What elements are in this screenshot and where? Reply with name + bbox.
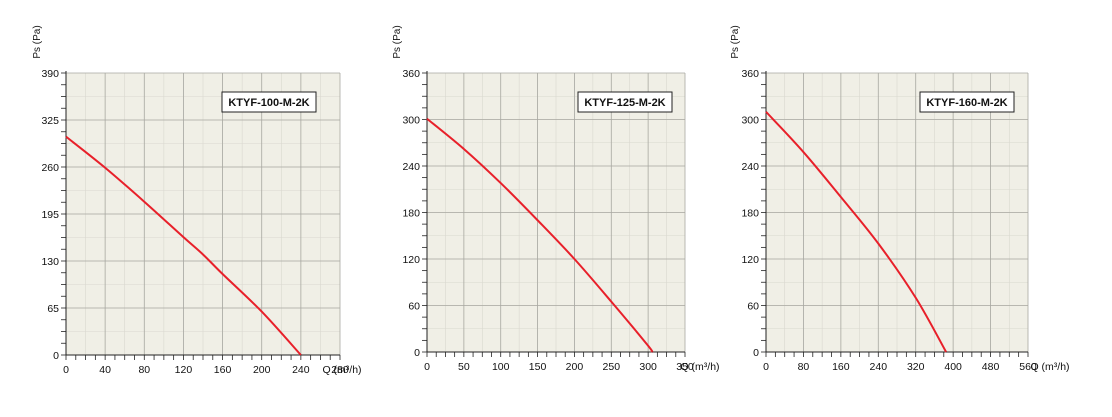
- x-tick-label: 0: [424, 361, 430, 373]
- y-axis-label: Ps (Pa): [392, 25, 403, 58]
- x-tick-label: 80: [798, 361, 810, 373]
- y-tick-label: 300: [402, 115, 420, 127]
- y-tick-label: 195: [41, 209, 59, 221]
- y-tick-label: 180: [741, 208, 759, 220]
- y-tick-label: 325: [41, 115, 59, 127]
- x-tick-label: 50: [458, 361, 470, 373]
- y-tick-label: 240: [402, 161, 420, 173]
- model-label-box: [919, 91, 1015, 113]
- model-label: KTYF-100-M-2K: [228, 97, 309, 109]
- x-tick-label: 240: [292, 364, 310, 376]
- y-tick-label: 0: [414, 347, 420, 359]
- x-axis-label: Q (m³/h): [1030, 361, 1069, 373]
- chart-2: 0 50 100 150 200 250 300 350 0 60 120 180 240 300 360 P…: [392, 25, 720, 373]
- x-tick-label: 0: [63, 364, 69, 376]
- x-tick-label: 250: [603, 361, 621, 373]
- x-tick-label: 160: [832, 361, 850, 373]
- x-tick-label: 200: [253, 364, 271, 376]
- y-tick-label: 360: [402, 68, 420, 80]
- model-label: KTYF-125-M-2K: [584, 97, 665, 109]
- chart-1: 0 40 80 120 160 200 240 280 0 65 130 195 260 325 390 Ps…: [32, 25, 362, 376]
- y-tick-label: 0: [53, 350, 59, 362]
- model-label-box: [577, 91, 673, 113]
- y-tick-label: 120: [741, 254, 759, 266]
- model-label-box: [221, 91, 317, 113]
- y-tick-label: 300: [741, 115, 759, 127]
- y-tick-label: 240: [741, 161, 759, 173]
- x-tick-label: 300: [639, 361, 657, 373]
- y-tick-label: 120: [402, 254, 420, 266]
- chart-3: 0 80 160 240 320 400 480 560 0 60 120 180 240 300 360P…: [730, 25, 1070, 373]
- x-tick-label: 240: [870, 361, 888, 373]
- x-tick-label: 200: [566, 361, 584, 373]
- y-tick-label: 0: [753, 347, 759, 359]
- x-tick-label: 0: [763, 361, 769, 373]
- y-axis-label: Ps (Pa): [32, 25, 43, 58]
- x-tick-label: 120: [175, 364, 193, 376]
- x-tick-label: 560: [1019, 361, 1037, 373]
- performance-curve: [765, 111, 947, 353]
- y-tick-label: 360: [741, 68, 759, 80]
- x-tick-label: 40: [99, 364, 111, 376]
- x-axis-label: Q (m³/h): [680, 361, 719, 373]
- x-tick-label: 160: [214, 364, 232, 376]
- performance-curve: [65, 135, 302, 356]
- x-tick-label: 80: [138, 364, 150, 376]
- y-tick-label: 390: [41, 68, 59, 80]
- x-tick-label: 350: [676, 361, 694, 373]
- y-tick-label: 130: [41, 256, 59, 268]
- y-tick-label: 60: [747, 301, 759, 313]
- model-label: KTYF-160-M-2K: [926, 97, 1007, 109]
- y-axis-label: Ps (Pa): [730, 25, 741, 58]
- x-tick-label: 280: [331, 364, 349, 376]
- x-tick-label: 400: [944, 361, 962, 373]
- x-tick-label: 320: [907, 361, 925, 373]
- y-tick-label: 260: [41, 162, 59, 174]
- y-tick-label: 65: [47, 303, 59, 315]
- performance-curve: [426, 117, 654, 353]
- x-tick-label: 150: [529, 361, 547, 373]
- x-axis-label: Q (m³/h): [322, 364, 361, 376]
- y-tick-label: 60: [408, 301, 420, 313]
- x-tick-label: 100: [492, 361, 510, 373]
- y-tick-label: 180: [402, 208, 420, 220]
- x-tick-label: 480: [982, 361, 1000, 373]
